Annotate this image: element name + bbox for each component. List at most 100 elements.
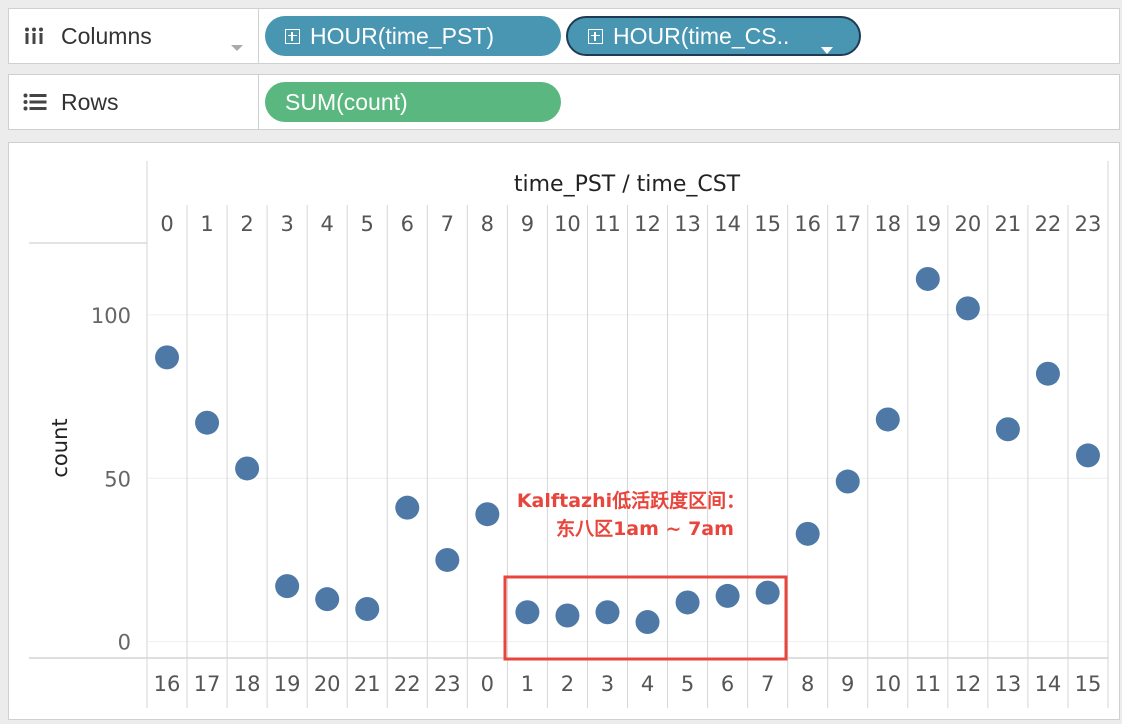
- data-point: [235, 456, 260, 481]
- top-column-label: 21: [995, 212, 1022, 236]
- bottom-column-label: 5: [681, 672, 694, 696]
- data-point: [755, 580, 780, 605]
- data-point: [715, 583, 740, 608]
- bottom-column-label: 22: [394, 672, 421, 696]
- columns-shelf-label: Columns: [61, 22, 152, 49]
- top-column-label: 11: [594, 212, 621, 236]
- columns-shelf: Columns HOUR(time_PST) HOUR(time_CS..: [8, 8, 1120, 64]
- pill-label: HOUR(time_PST): [310, 22, 495, 49]
- top-axis-title: time_PST / time_CST: [514, 172, 741, 197]
- top-column-label: 1: [200, 212, 213, 236]
- bottom-column-label: 18: [234, 672, 261, 696]
- bottom-column-label: 7: [761, 672, 774, 696]
- data-point: [435, 547, 460, 572]
- annotation-line-2: 东八区1am ~ 7am: [556, 517, 734, 540]
- pill-hour-time-pst[interactable]: HOUR(time_PST): [265, 16, 561, 56]
- highlight-box: [503, 575, 788, 661]
- bottom-column-label: 16: [154, 672, 181, 696]
- rows-shelf: Rows SUM(count): [8, 74, 1120, 130]
- data-point: [555, 603, 580, 628]
- bottom-column-label: 21: [354, 672, 381, 696]
- y-tick-label: 50: [104, 467, 131, 491]
- y-axis-title: count: [48, 418, 72, 477]
- bottom-column-label: 23: [434, 672, 461, 696]
- columns-shelf-label-area: Columns: [9, 9, 259, 63]
- top-column-label: 22: [1035, 212, 1062, 236]
- top-column-label: 23: [1075, 212, 1102, 236]
- pill-sum-count[interactable]: SUM(count): [265, 82, 561, 122]
- top-column-label: 18: [874, 212, 901, 236]
- data-point: [795, 521, 820, 546]
- data-point: [635, 610, 660, 635]
- bottom-column-label: 12: [954, 672, 981, 696]
- bottom-column-label: 1: [521, 672, 534, 696]
- bottom-column-label: 4: [641, 672, 654, 696]
- data-point: [675, 590, 700, 615]
- columns-shelf-dropdown-icon[interactable]: [230, 31, 244, 58]
- top-column-label: 2: [240, 212, 253, 236]
- bottom-column-label: 6: [721, 672, 734, 696]
- top-column-label: 10: [554, 212, 581, 236]
- bottom-column-label: 9: [841, 672, 854, 696]
- bottom-column-label: 19: [274, 672, 301, 696]
- rows-shelf-label: Rows: [61, 88, 119, 115]
- y-tick-label: 100: [91, 304, 131, 328]
- bottom-column-label: 11: [914, 672, 941, 696]
- data-point: [835, 469, 860, 494]
- top-column-label: 12: [634, 212, 661, 236]
- y-tick-label: 0: [118, 631, 131, 655]
- plot-layer: 0501000161172183194205216227238091102113…: [29, 161, 1109, 708]
- bottom-column-label: 8: [801, 672, 814, 696]
- rows-shelf-label-area: Rows: [9, 75, 259, 129]
- top-column-label: 15: [754, 212, 781, 236]
- expand-plus-icon[interactable]: [285, 28, 300, 44]
- bottom-column-label: 17: [194, 672, 221, 696]
- data-point: [595, 600, 620, 625]
- data-point: [995, 417, 1020, 442]
- data-point: [195, 410, 220, 435]
- bottom-column-label: 2: [561, 672, 574, 696]
- data-point: [315, 587, 340, 612]
- scatter-chart: 0501000161172183194205216227238091102113…: [29, 161, 1109, 708]
- data-point: [915, 266, 940, 291]
- data-point: [275, 574, 300, 599]
- annotation-line-1: Kalftazhi低活跃度区间：: [517, 489, 745, 512]
- top-column-label: 9: [521, 212, 534, 236]
- chart-panel: 0 50 100 0 16 1 17 2 18 3 19 4 20 5 21 6 22 7 23 8 0 9 1 10 2 11 3…: [8, 142, 1120, 720]
- top-column-label: 20: [954, 212, 981, 236]
- data-point: [355, 596, 380, 621]
- top-column-label: 5: [361, 212, 374, 236]
- data-point: [875, 407, 900, 432]
- top-column-label: 6: [401, 212, 414, 236]
- bottom-column-label: 3: [601, 672, 614, 696]
- data-point: [515, 600, 540, 625]
- pill-hour-time-cst[interactable]: HOUR(time_CS..: [566, 16, 861, 56]
- bottom-column-label: 0: [481, 672, 494, 696]
- data-point: [1075, 443, 1100, 468]
- expand-plus-icon[interactable]: [588, 28, 603, 44]
- top-column-label: 14: [714, 212, 741, 236]
- top-column-label: 19: [914, 212, 941, 236]
- top-column-label: 16: [794, 212, 821, 236]
- bottom-column-label: 10: [874, 672, 901, 696]
- data-point: [155, 345, 180, 370]
- bottom-column-label: 13: [995, 672, 1022, 696]
- pill-dropdown-icon[interactable]: [821, 34, 833, 54]
- pill-label: SUM(count): [285, 88, 408, 115]
- bottom-column-label: 20: [314, 672, 341, 696]
- top-column-label: 0: [160, 212, 173, 236]
- data-point: [1035, 361, 1060, 386]
- bottom-column-label: 15: [1075, 672, 1102, 696]
- bottom-column-label: 14: [1035, 672, 1062, 696]
- top-column-label: 4: [321, 212, 334, 236]
- pill-label: HOUR(time_CS..: [613, 22, 790, 49]
- top-column-label: 3: [280, 212, 293, 236]
- top-column-label: 8: [481, 212, 494, 236]
- data-point: [475, 502, 500, 527]
- data-point: [955, 296, 980, 321]
- top-column-label: 13: [674, 212, 701, 236]
- rows-icon: [23, 93, 53, 111]
- columns-icon: [23, 27, 53, 45]
- top-column-label: 7: [441, 212, 454, 236]
- top-column-label: 17: [834, 212, 861, 236]
